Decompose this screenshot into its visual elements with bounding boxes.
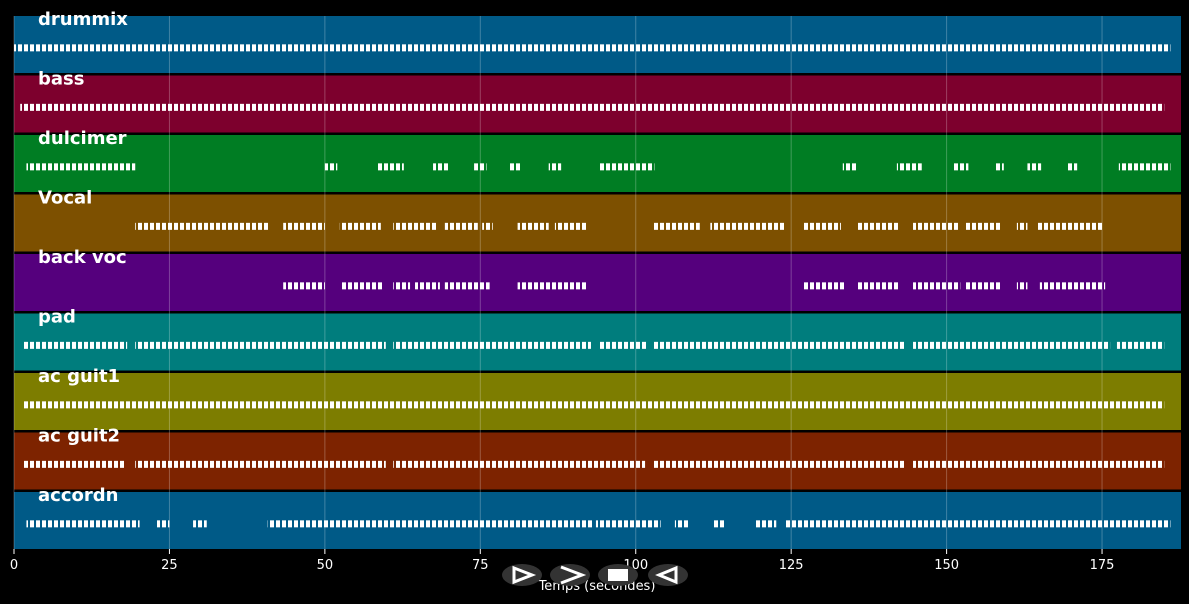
note-region	[433, 163, 450, 171]
x-tick-label: 150	[934, 558, 959, 573]
track-label: dulcimer	[38, 128, 127, 149]
note-region	[444, 222, 478, 230]
track-label: Vocal	[38, 188, 92, 209]
note-region	[857, 282, 900, 290]
note-region	[1016, 222, 1028, 230]
note-region	[755, 520, 777, 528]
note-region	[965, 282, 1001, 290]
note-region	[784, 520, 1171, 528]
note-region	[482, 222, 493, 230]
note-region	[283, 222, 325, 230]
note-region	[653, 341, 905, 349]
track-label: accordn	[38, 485, 118, 506]
note-region	[135, 341, 386, 349]
note-region	[517, 282, 586, 290]
note-region	[896, 163, 922, 171]
note-region	[1067, 163, 1078, 171]
stop-button[interactable]	[598, 564, 638, 586]
note-region	[1036, 222, 1104, 230]
x-tick-label: 75	[472, 558, 489, 573]
track-band	[14, 135, 1181, 192]
note-region	[913, 341, 1111, 349]
note-region	[415, 282, 440, 290]
note-region	[393, 282, 411, 290]
note-region	[965, 222, 1001, 230]
note-region	[23, 460, 126, 468]
note-region	[598, 163, 655, 171]
forward-button[interactable]	[550, 564, 590, 586]
play-button[interactable]	[502, 564, 542, 586]
note-region	[283, 282, 325, 290]
note-region	[554, 222, 586, 230]
track-label: pad	[38, 307, 76, 328]
note-region	[674, 520, 690, 528]
note-region	[393, 222, 437, 230]
note-region	[508, 163, 522, 171]
track-label: ac guit2	[38, 426, 120, 447]
note-region	[341, 282, 384, 290]
x-tick-label: 175	[1090, 558, 1115, 573]
rewind-button[interactable]	[648, 564, 688, 586]
note-region	[913, 460, 1165, 468]
note-region	[23, 341, 128, 349]
note-region	[857, 222, 900, 230]
note-region	[1039, 282, 1106, 290]
note-region	[653, 460, 905, 468]
note-region	[913, 282, 961, 290]
note-region	[23, 401, 1165, 409]
track-label: bass	[38, 69, 84, 90]
note-region	[20, 103, 1165, 111]
track-band	[14, 254, 1181, 311]
track-label: back voc	[38, 247, 127, 268]
note-region	[1116, 341, 1165, 349]
x-tick-label: 0	[10, 558, 18, 573]
note-region	[267, 520, 593, 528]
x-tick-label: 25	[161, 558, 178, 573]
note-region	[803, 222, 841, 230]
note-region	[474, 163, 487, 171]
note-region	[952, 163, 969, 171]
note-region	[1016, 282, 1028, 290]
track-label: drummix	[38, 9, 128, 30]
note-region	[193, 520, 207, 528]
note-region	[135, 460, 386, 468]
note-region	[710, 222, 785, 230]
note-region	[26, 163, 136, 171]
note-region	[444, 282, 490, 290]
x-tick-label: 50	[317, 558, 334, 573]
note-region	[517, 222, 549, 230]
note-region	[393, 460, 646, 468]
transport-controls	[502, 564, 688, 586]
note-region	[135, 222, 269, 230]
note-region	[156, 520, 170, 528]
note-region	[548, 163, 562, 171]
note-region	[324, 163, 338, 171]
note-region	[393, 341, 591, 349]
note-region	[653, 222, 700, 230]
note-region	[339, 222, 381, 230]
note-region	[377, 163, 404, 171]
x-tick-label: 125	[779, 558, 804, 573]
note-region	[598, 341, 647, 349]
note-region	[26, 520, 140, 528]
track-label: ac guit1	[38, 366, 120, 387]
note-region	[995, 163, 1004, 171]
note-region	[595, 520, 661, 528]
note-region	[803, 282, 846, 290]
note-region	[1118, 163, 1171, 171]
note-region	[842, 163, 858, 171]
note-region	[913, 222, 960, 230]
note-region	[1027, 163, 1042, 171]
note-region	[712, 520, 726, 528]
note-region	[14, 44, 1171, 52]
